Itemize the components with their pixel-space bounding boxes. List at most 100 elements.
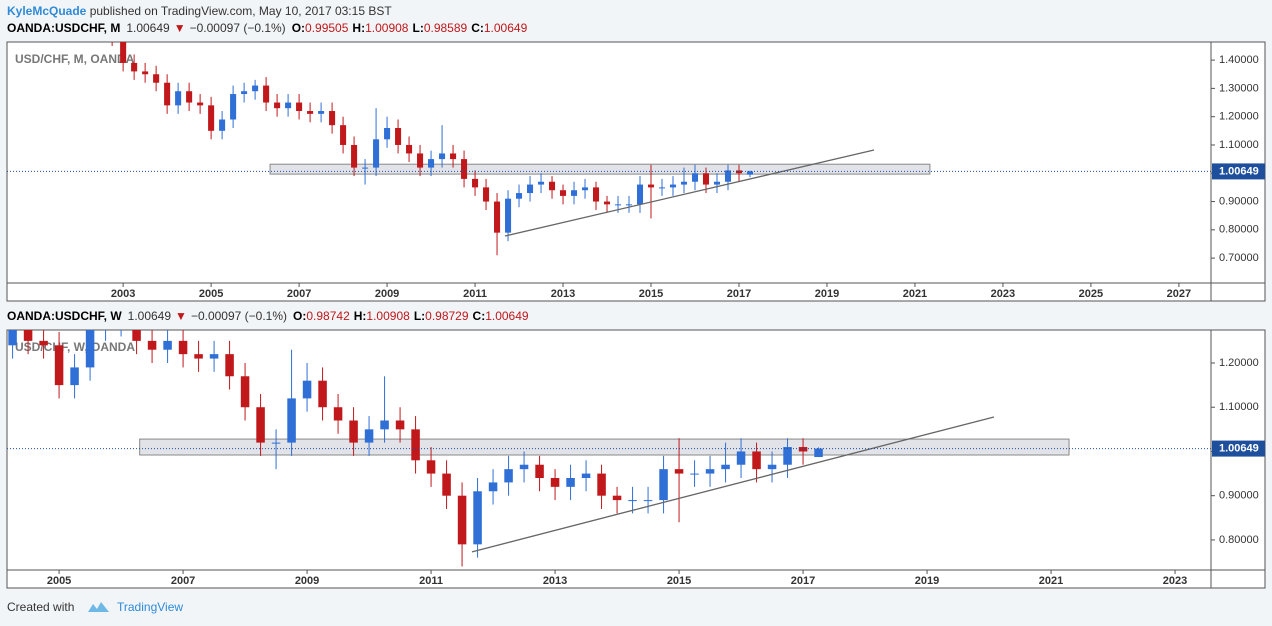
- legend: OANDA:USDCHF, W 1.00649 ▼ −0.00097 (−0.1%) O…: [7, 309, 529, 323]
- x-tick-label: 2015: [639, 288, 663, 300]
- x-tick-label: 2027: [1167, 288, 1191, 300]
- candle-body: [647, 184, 655, 188]
- candle-body: [85, 330, 95, 368]
- legend-ohlc-label: L:: [412, 21, 423, 35]
- candle-body: [240, 376, 250, 408]
- candle-body: [120, 42, 127, 63]
- candle-body: [340, 125, 347, 145]
- candle-body: [691, 173, 699, 182]
- x-tick-label: 2005: [199, 288, 223, 300]
- candle-body: [516, 193, 523, 199]
- candle-body: [263, 85, 270, 103]
- y-tick-label: 1.20000: [1219, 111, 1259, 123]
- candle-body: [349, 420, 358, 443]
- candle-body: [674, 469, 684, 474]
- x-tick-label: 2025: [1079, 288, 1103, 300]
- candle-body: [721, 464, 730, 470]
- candle-body: [488, 482, 498, 492]
- x-tick-label: 2005: [47, 575, 71, 587]
- legend-ohlc-value: 0.98589: [424, 21, 468, 35]
- candle-body: [411, 429, 420, 461]
- x-tick-label: 2009: [375, 288, 399, 300]
- y-tick-label: 1.10000: [1219, 401, 1259, 413]
- tradingview-logo: [88, 602, 109, 612]
- y-tick-label: 0.70000: [1219, 252, 1259, 264]
- candle-body: [538, 181, 545, 185]
- legend-ohlc-value: 1.00908: [366, 309, 410, 323]
- candle-body: [351, 144, 358, 168]
- candle-body: [442, 473, 451, 496]
- candle-body: [439, 153, 446, 160]
- candle-body: [186, 91, 193, 103]
- candle-body: [380, 420, 389, 430]
- x-tick-label: 2023: [991, 288, 1015, 300]
- x-tick-label: 2007: [287, 288, 311, 300]
- x-tick-label: 2013: [551, 288, 575, 300]
- x-tick-label: 2019: [915, 575, 939, 587]
- y-tick-label: 1.10000: [1219, 139, 1259, 151]
- candle-body: [735, 170, 743, 174]
- candle-body: [643, 500, 653, 502]
- x-tick-label: 2015: [667, 575, 691, 587]
- candle-body: [636, 184, 644, 205]
- candle-body: [164, 82, 171, 106]
- candle-body: [197, 102, 204, 106]
- zone: [139, 438, 1070, 456]
- candle-body: [669, 184, 677, 188]
- candle-body: [333, 407, 343, 421]
- y-tick-label: 0.80000: [1219, 534, 1259, 546]
- candle-body: [658, 187, 666, 189]
- author[interactable]: KyleMcQuade: [7, 4, 87, 18]
- candle-body: [406, 144, 413, 154]
- candle-body: [614, 204, 622, 206]
- candle-body: [625, 204, 633, 206]
- legend-symbol: OANDA:USDCHF, M: [7, 21, 120, 35]
- candle-body: [287, 398, 296, 443]
- candle-body: [746, 171, 754, 175]
- legend-ohlc-value: 1.00908: [365, 21, 409, 35]
- candle-body: [395, 420, 405, 430]
- candle-body: [535, 464, 544, 478]
- y-tick-label: 1.30000: [1219, 82, 1259, 94]
- watermark: USD/CHF, M, OANDA: [15, 52, 135, 66]
- candle-body: [519, 464, 529, 470]
- candle-body: [225, 354, 234, 377]
- candle-body: [472, 178, 479, 188]
- legend-ohlc-label: O:: [293, 309, 306, 323]
- header: KyleMcQuade published on TradingView.com…: [7, 4, 392, 18]
- plot: [8, 330, 1070, 567]
- footer-brand[interactable]: TradingView: [117, 600, 183, 614]
- legend-ohlc-label: H:: [352, 21, 365, 35]
- candle-body: [178, 340, 188, 355]
- candle-body: [702, 173, 710, 185]
- candle-body: [549, 181, 556, 191]
- candle-body: [705, 469, 715, 474]
- price-label: 1.00649: [1219, 165, 1259, 177]
- candle-body: [724, 170, 732, 182]
- candle-body: [680, 181, 688, 185]
- candle-body: [285, 102, 292, 109]
- candle-body: [384, 127, 391, 140]
- x-tick-label: 2007: [171, 575, 195, 587]
- legend-arrow: ▼: [175, 309, 187, 323]
- legend-ohlc-label: O:: [292, 21, 305, 35]
- candle-body: [592, 187, 600, 202]
- watermark: USD/CHF, W, OANDA: [15, 340, 135, 354]
- legend-ohlc-label: H:: [354, 309, 367, 323]
- candle-body: [142, 71, 149, 75]
- candle-body: [450, 153, 457, 160]
- candle-body: [457, 495, 467, 545]
- candle-body: [504, 469, 513, 483]
- candle-body: [256, 407, 265, 443]
- candle-body: [571, 190, 578, 196]
- candle-body: [690, 473, 699, 475]
- legend-ohlc-value: 0.98742: [306, 309, 350, 323]
- legend-ohlc-value: 0.99505: [305, 21, 349, 35]
- candle-body: [175, 91, 182, 106]
- x-tick-label: 2011: [419, 575, 443, 587]
- candle-body: [603, 201, 611, 205]
- x-tick-label: 2023: [1163, 575, 1187, 587]
- candle-body: [252, 85, 259, 92]
- candle-body: [426, 460, 436, 474]
